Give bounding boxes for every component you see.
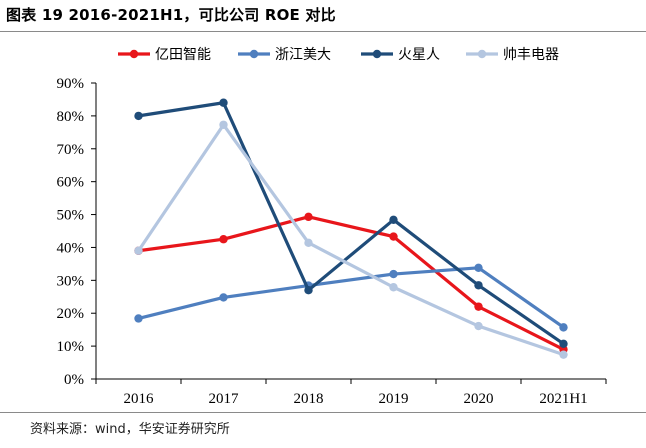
x-tick-label: 2018 bbox=[294, 391, 324, 407]
legend-marker bbox=[372, 49, 382, 59]
data-point bbox=[219, 293, 228, 302]
legend-label: 亿田智能 bbox=[155, 47, 211, 63]
y-tick-label: 10% bbox=[57, 339, 85, 355]
x-tick-label: 2020 bbox=[464, 391, 494, 407]
data-point bbox=[389, 283, 398, 292]
footer-divider bbox=[0, 412, 646, 413]
source-note: 资料来源：wind，华安证券研究所 bbox=[30, 422, 230, 437]
data-point bbox=[134, 314, 143, 323]
chart-title: 图表 19 2016-2021H1，可比公司 ROE 对比 bbox=[6, 6, 336, 24]
legend-marker bbox=[477, 49, 487, 59]
x-tick-label: 2017 bbox=[209, 391, 240, 407]
y-tick-label: 80% bbox=[57, 109, 85, 125]
axes: 0% 10% 20% 30% 40% 50% 60% 70% 80% 90% 2016 2017 201… bbox=[57, 76, 607, 407]
data-point bbox=[474, 302, 483, 311]
data-point bbox=[474, 321, 483, 331]
data-point bbox=[219, 98, 228, 107]
y-tick-label: 30% bbox=[57, 273, 85, 289]
data-point bbox=[389, 269, 398, 279]
y-tick-label: 0% bbox=[64, 372, 84, 388]
legend-marker bbox=[129, 49, 139, 59]
data-point bbox=[304, 238, 313, 248]
data-point bbox=[304, 286, 313, 295]
data-point bbox=[219, 120, 228, 129]
y-tick-label: 40% bbox=[57, 240, 85, 256]
data-point bbox=[304, 212, 313, 222]
data-point bbox=[219, 235, 228, 244]
series-layer bbox=[134, 98, 568, 359]
data-point bbox=[559, 323, 568, 332]
x-tick-label: 2021H1 bbox=[539, 391, 587, 407]
data-point bbox=[134, 111, 143, 121]
data-point bbox=[389, 215, 398, 225]
y-tick-label: 70% bbox=[57, 142, 85, 158]
legend-marker bbox=[249, 49, 259, 59]
legend: 亿田智能 浙江美大 火星人 帅丰电器 bbox=[118, 47, 559, 63]
series-line-4 bbox=[136, 123, 566, 357]
data-point bbox=[559, 350, 568, 359]
title-divider bbox=[0, 31, 646, 32]
series-line-1 bbox=[136, 215, 566, 351]
x-tick-label: 2016 bbox=[124, 391, 155, 407]
y-tick-label: 60% bbox=[57, 175, 85, 191]
series-line-3 bbox=[136, 101, 566, 346]
legend-label: 火星人 bbox=[398, 47, 440, 63]
series-line-2 bbox=[136, 266, 566, 329]
data-point bbox=[474, 263, 483, 273]
x-tick-label: 2019 bbox=[379, 391, 409, 407]
legend-label: 帅丰电器 bbox=[503, 47, 559, 63]
legend-label: 浙江美大 bbox=[275, 47, 331, 63]
y-tick-label: 20% bbox=[57, 306, 85, 322]
data-point bbox=[474, 281, 483, 290]
y-tick-label: 90% bbox=[57, 76, 85, 92]
data-point bbox=[559, 339, 568, 349]
data-point bbox=[134, 246, 143, 255]
data-point bbox=[389, 232, 398, 241]
y-tick-label: 50% bbox=[57, 208, 85, 224]
